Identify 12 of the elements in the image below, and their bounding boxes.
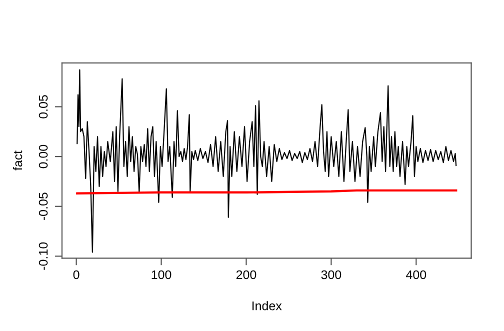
- x-axis-title: Index: [252, 301, 282, 310]
- x-tick-label: 0: [73, 270, 80, 280]
- y-tick-label: 0.05: [38, 95, 48, 118]
- x-tick-label: 300: [321, 270, 342, 280]
- y-tick-label: -0.10: [38, 242, 48, 270]
- x-tick-label: 200: [236, 270, 256, 280]
- y-axis-title: fact: [13, 150, 22, 170]
- x-tick-label: 100: [152, 270, 172, 280]
- y-tick-label: 0.00: [38, 144, 48, 168]
- y-tick-label: -0.05: [38, 192, 48, 220]
- line-series: [76, 69, 457, 253]
- x-tick-label: 400: [406, 270, 426, 280]
